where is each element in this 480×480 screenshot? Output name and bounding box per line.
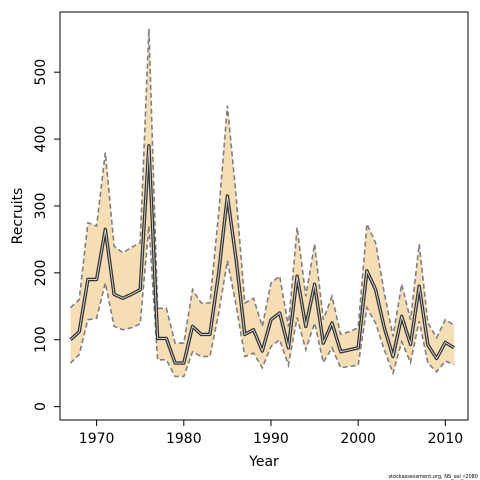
plot-frame [59, 11, 469, 421]
x-tick-label: 1980 [166, 431, 202, 447]
series-line-layer [69, 28, 455, 378]
lower-bound-line [69, 225, 455, 378]
y-tick-label: 400 [33, 126, 49, 153]
x-axis-title: Year [248, 454, 279, 470]
x-tick-label: 2010 [428, 431, 464, 447]
x-tick-label: 1970 [79, 431, 115, 447]
y-tick-label: 300 [33, 193, 49, 220]
y-axis-title: Recruits [10, 188, 26, 245]
x-axis: 1970 1980 1990 2000 2010 [79, 420, 463, 447]
y-tick-label: 100 [33, 326, 49, 353]
confidence-band [70, 28, 455, 377]
y-tick-label: 0 [33, 402, 49, 411]
y-axis: 0 100 200 300 400 500 [33, 59, 60, 411]
x-tick-label: 2000 [340, 431, 376, 447]
credit-text: stockassessment.org, NS_sel_r2080 [388, 474, 478, 480]
confidence-band-layer [70, 28, 455, 377]
y-tick-label: 500 [33, 59, 49, 86]
x-tick-label: 1990 [253, 431, 289, 447]
upper-bound-line [69, 28, 455, 344]
y-tick-label: 200 [33, 260, 49, 287]
estimate-line-core [70, 145, 455, 364]
